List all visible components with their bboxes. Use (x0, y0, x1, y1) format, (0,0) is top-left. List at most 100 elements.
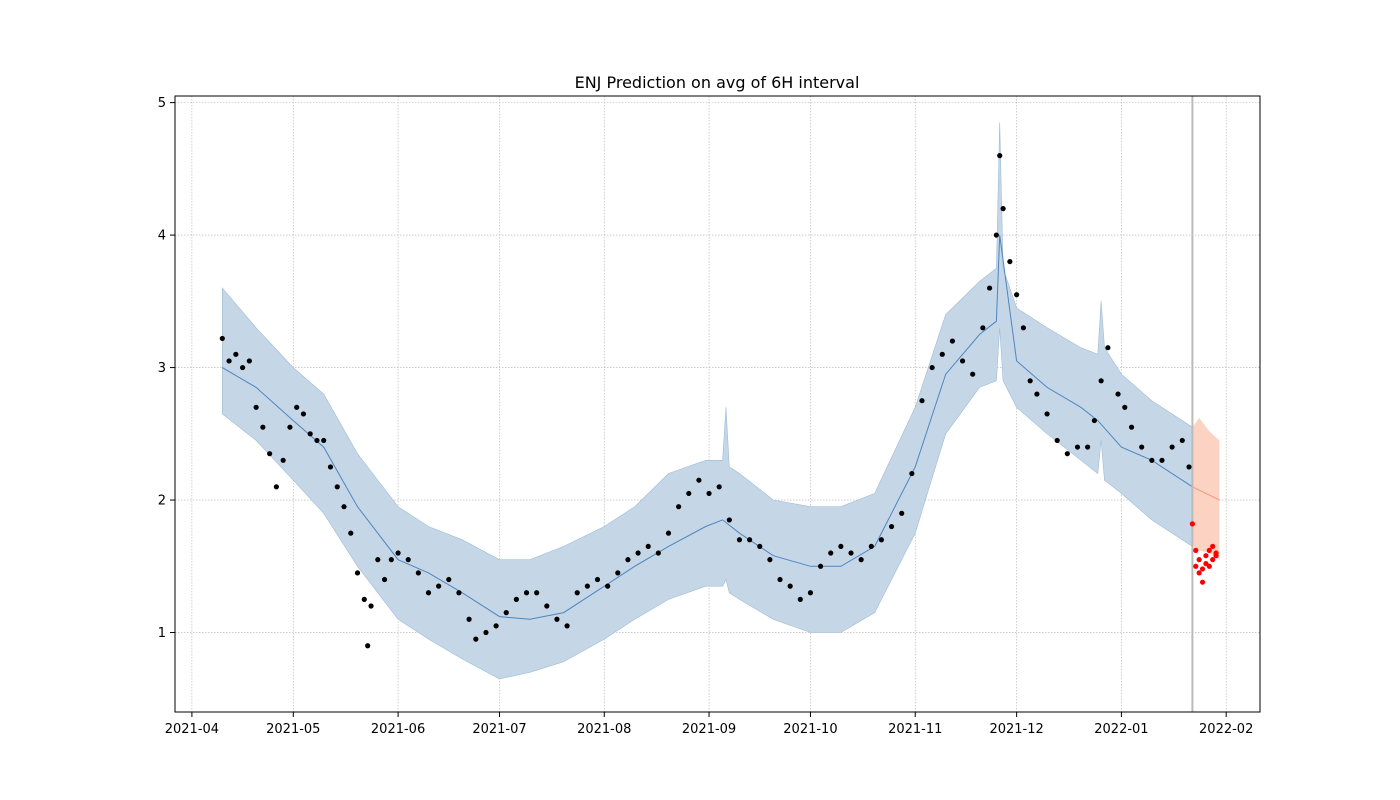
y-tick-label: 2 (158, 494, 166, 509)
observed-point (341, 504, 347, 510)
actual-point (1199, 566, 1206, 572)
x-tick-label: 2022-01 (1094, 722, 1148, 737)
actual-point (1210, 557, 1216, 563)
observed-point (1074, 444, 1081, 450)
observed-point (1014, 292, 1020, 298)
observed-point (909, 470, 915, 477)
observed-point (993, 232, 999, 238)
observed-point (246, 358, 252, 364)
observed-point (354, 570, 361, 576)
point-layer (219, 153, 1219, 649)
observed-point (858, 557, 864, 563)
observed-point (388, 557, 394, 563)
actual-point (1206, 547, 1212, 553)
observed-point (1159, 457, 1165, 463)
actual-point (1206, 563, 1212, 569)
observed-point (1091, 417, 1097, 424)
observed-point (949, 338, 956, 344)
observed-point (226, 358, 232, 364)
observed-point (767, 557, 773, 563)
observed-point (747, 537, 753, 543)
observed-point (1064, 451, 1070, 457)
chart-title: ENJ Prediction on avg of 6H interval (575, 73, 860, 92)
x-tick-label: 2021-10 (783, 722, 837, 737)
x-tick-label: 2021-04 (165, 722, 219, 737)
trend-line (222, 235, 1193, 620)
actual-point (1193, 563, 1199, 569)
observed-point (564, 623, 570, 629)
observed-point (365, 643, 371, 649)
observed-point (415, 570, 421, 576)
observed-point (368, 603, 374, 609)
y-tick-label: 4 (158, 229, 166, 244)
observed-point (1085, 444, 1091, 450)
observed-point (294, 404, 300, 410)
observed-point (980, 325, 986, 331)
x-tick-label: 2021-07 (472, 722, 526, 737)
observed-point (584, 583, 590, 589)
observed-point (405, 557, 411, 563)
observed-point (838, 543, 844, 550)
axis-layer: 2021-04 2021-05 2021-06 2021-07 2021-08 2021-… (158, 95, 1261, 737)
observed-point (1034, 391, 1040, 397)
x-tick-label: 2021-08 (577, 722, 631, 737)
observed-point (726, 517, 732, 523)
observed-point (287, 424, 293, 430)
observed-point (1044, 411, 1050, 417)
x-tick-label: 2021-12 (989, 722, 1043, 737)
observed-point (240, 364, 246, 371)
observed-point (1105, 345, 1111, 351)
observed-point (425, 590, 432, 596)
observed-point (280, 457, 286, 463)
observed-point (807, 590, 814, 596)
actual-point (1199, 579, 1206, 585)
forecast-confidence-band (1192, 417, 1220, 560)
plot-frame (174, 95, 1261, 713)
observed-point (878, 537, 885, 543)
observed-point (888, 523, 895, 530)
observed-point (348, 530, 354, 536)
observed-point (314, 437, 320, 444)
observed-point (929, 364, 935, 371)
observed-point (574, 590, 580, 596)
x-tick-label: 2021-06 (371, 722, 425, 737)
observed-point (523, 590, 530, 596)
observed-point (483, 629, 489, 636)
observed-point (997, 153, 1003, 159)
observed-point (466, 616, 472, 622)
observed-point (676, 504, 682, 510)
observed-point (233, 351, 239, 357)
observed-point (1027, 378, 1033, 384)
observed-point (503, 610, 509, 616)
observed-point (939, 351, 945, 357)
observed-point (716, 484, 722, 490)
observed-point (757, 543, 763, 550)
observed-point (1179, 437, 1185, 444)
observed-point (736, 537, 743, 543)
actual-point (1196, 570, 1202, 576)
observed-point (1169, 444, 1175, 450)
observed-point (1139, 444, 1145, 450)
observed-point (706, 490, 712, 497)
observed-point (645, 543, 651, 550)
observed-point (381, 576, 388, 583)
observed-point (436, 583, 442, 589)
observed-point (1007, 258, 1013, 265)
observed-point (253, 404, 259, 410)
observed-point (300, 411, 307, 417)
observed-point (1122, 404, 1128, 410)
observed-point (605, 583, 611, 589)
observed-point (1098, 378, 1104, 384)
observed-point (327, 464, 334, 470)
observed-point (321, 437, 327, 444)
observed-point (334, 484, 340, 490)
actual-point (1213, 550, 1219, 556)
actual-point (1203, 553, 1209, 559)
observed-point (959, 358, 966, 364)
observed-point (615, 570, 621, 576)
y-tick-label: 5 (158, 96, 166, 111)
observed-point (456, 590, 462, 596)
observed-point (686, 490, 692, 497)
